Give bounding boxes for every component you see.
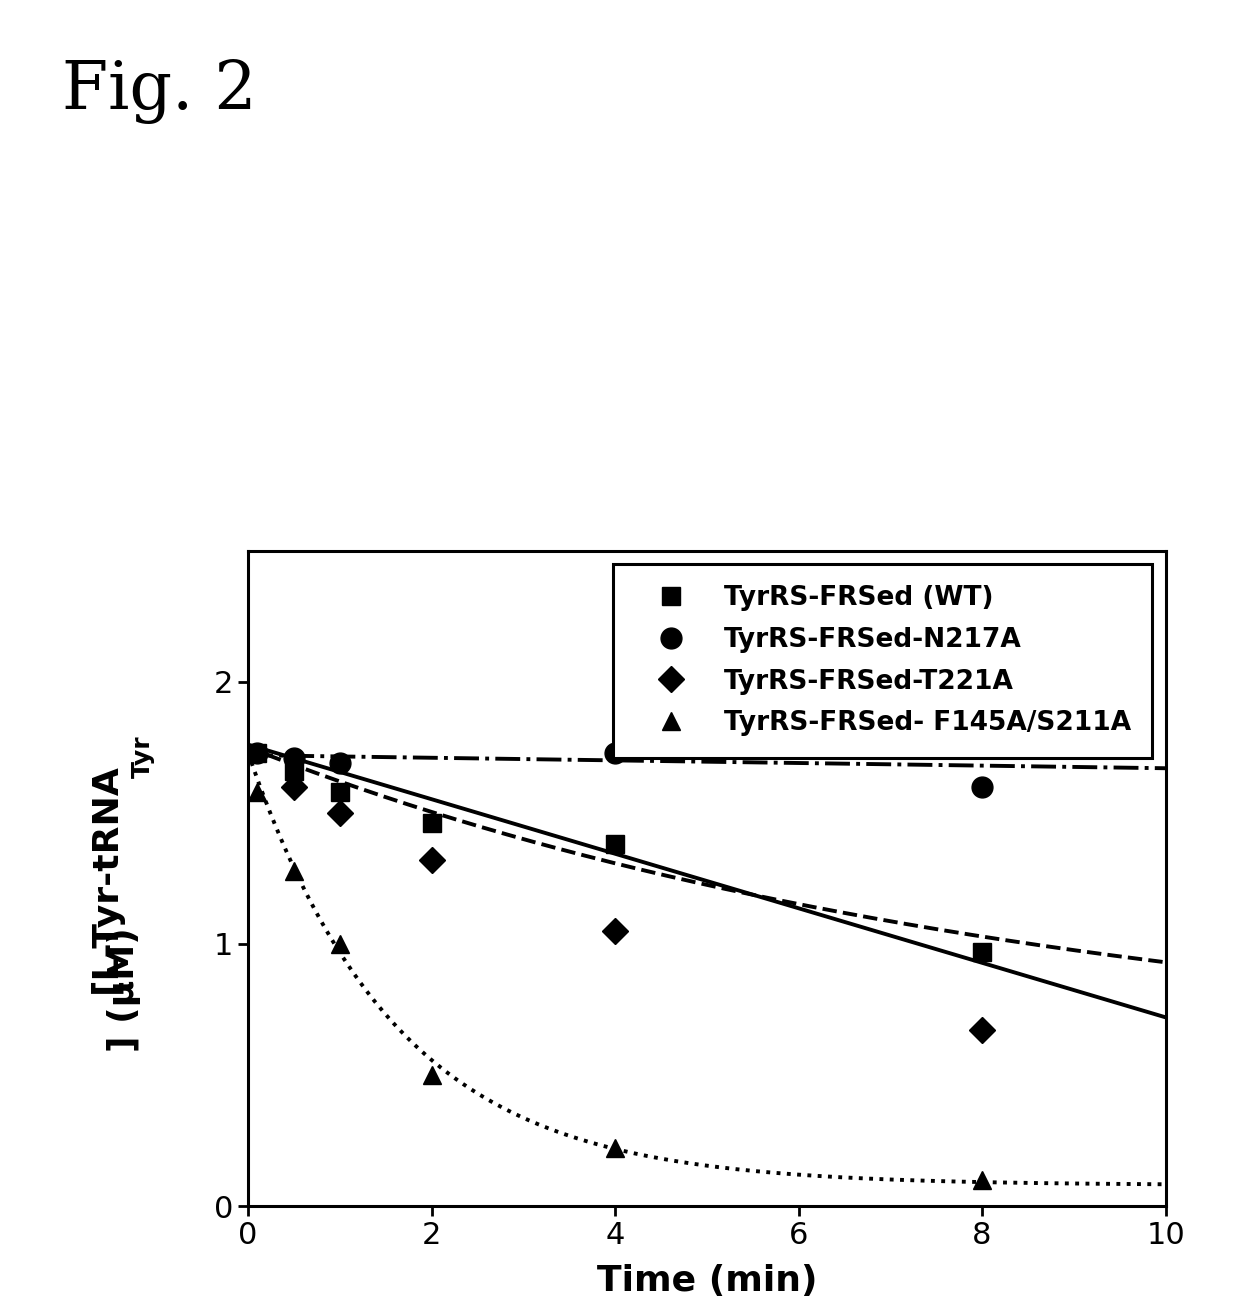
Line: TyrRS-FRSed- F145A/S211A: TyrRS-FRSed- F145A/S211A [248, 783, 991, 1189]
TyrRS-FRSed-N217A [286, 750, 301, 766]
TyrRS-FRSed- F145A/S211A [424, 1067, 439, 1083]
TyrRS-FRSed-T221A [424, 852, 439, 868]
Text: Tyr: Tyr [130, 735, 155, 779]
TyrRS-FRSed-N217A [608, 745, 622, 760]
Line: TyrRS-FRSed-T221A: TyrRS-FRSed-T221A [285, 777, 991, 1040]
TyrRS-FRSed-T221A [975, 1023, 990, 1038]
TyrRS-FRSed (WT) [249, 745, 264, 760]
Line: TyrRS-FRSed (WT): TyrRS-FRSed (WT) [248, 743, 991, 961]
TyrRS-FRSed- F145A/S211A [608, 1141, 622, 1156]
TyrRS-FRSed-T221A [332, 805, 347, 821]
TyrRS-FRSed-N217A [975, 779, 990, 794]
TyrRS-FRSed-N217A [332, 755, 347, 771]
TyrRS-FRSed (WT) [332, 784, 347, 800]
Text: ] (μM): ] (μM) [107, 927, 141, 1053]
TyrRS-FRSed- F145A/S211A [975, 1172, 990, 1188]
TyrRS-FRSed (WT) [286, 763, 301, 779]
TyrRS-FRSed (WT) [608, 836, 622, 852]
TyrRS-FRSed (WT) [424, 815, 439, 831]
Line: TyrRS-FRSed-N217A: TyrRS-FRSed-N217A [247, 742, 992, 797]
Legend: TyrRS-FRSed (WT), TyrRS-FRSed-N217A, TyrRS-FRSed-T221A, TyrRS-FRSed- F145A/S211A: TyrRS-FRSed (WT), TyrRS-FRSed-N217A, Tyr… [614, 564, 1152, 758]
Text: [L-Tyr-tRNA: [L-Tyr-tRNA [89, 763, 123, 994]
TyrRS-FRSed (WT) [975, 944, 990, 960]
TyrRS-FRSed-T221A [608, 923, 622, 939]
Text: Fig. 2: Fig. 2 [62, 59, 257, 125]
TyrRS-FRSed- F145A/S211A [332, 936, 347, 952]
X-axis label: Time (min): Time (min) [596, 1264, 817, 1298]
TyrRS-FRSed-T221A [286, 779, 301, 794]
TyrRS-FRSed-N217A [249, 745, 264, 760]
TyrRS-FRSed- F145A/S211A [286, 863, 301, 878]
TyrRS-FRSed- F145A/S211A [249, 784, 264, 800]
